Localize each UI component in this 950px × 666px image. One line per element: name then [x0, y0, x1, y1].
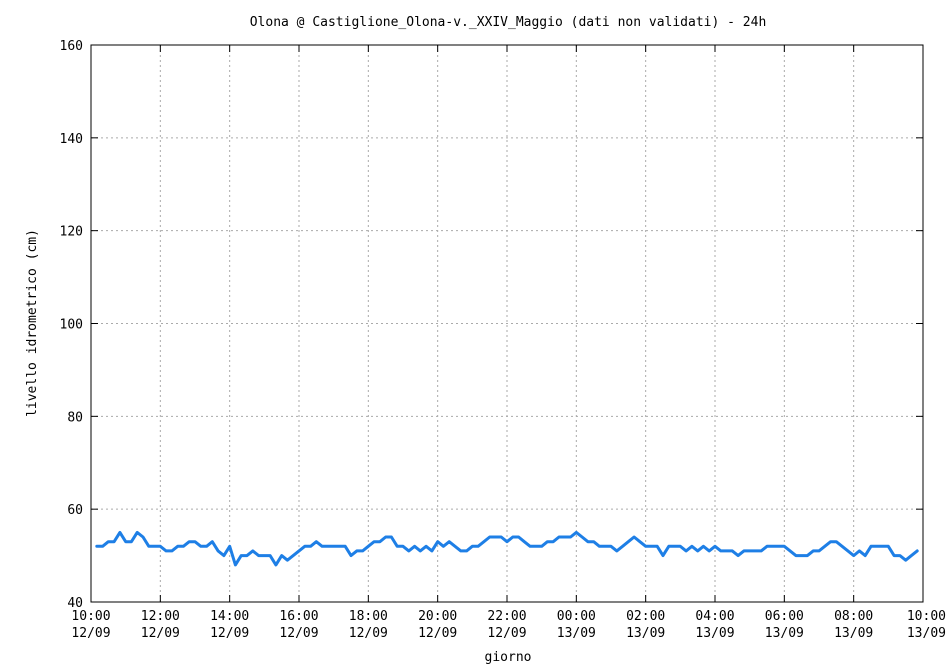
- x-tick-label-date: 12/09: [210, 626, 249, 641]
- x-tick-label-time: 06:00: [765, 609, 804, 624]
- x-tick-label-time: 10:00: [71, 609, 110, 624]
- x-tick-label-time: 14:00: [210, 609, 249, 624]
- x-tick-label-date: 13/09: [557, 626, 596, 641]
- y-tick-label: 120: [60, 225, 83, 240]
- x-tick-label-date: 12/09: [349, 626, 388, 641]
- x-tick-label-time: 22:00: [487, 609, 526, 624]
- x-tick-label-date: 13/09: [834, 626, 873, 641]
- x-tick-label-date: 13/09: [695, 626, 734, 641]
- x-tick-label-time: 04:00: [695, 609, 734, 624]
- series-line: [95, 530, 919, 567]
- chart-title: Olona @ Castiglione_Olona-v._XXIV_Maggio…: [250, 15, 767, 30]
- x-tick-labels: 10:00 12/09 12:00 12/09 14:00 12/09 16:00 12/09…: [71, 609, 946, 641]
- x-axis-label: giorno: [485, 650, 532, 665]
- x-tick-label-date: 13/09: [907, 626, 946, 641]
- x-tick-label-time: 10:00: [907, 609, 946, 624]
- x-tick-label-date: 13/09: [765, 626, 804, 641]
- x-tick-label-time: 00:00: [557, 609, 596, 624]
- x-tick-label-time: 02:00: [626, 609, 665, 624]
- x-tick-label-date: 12/09: [279, 626, 318, 641]
- x-tick-label-date: 13/09: [626, 626, 665, 641]
- x-tick-label-time: 20:00: [418, 609, 457, 624]
- x-tick-label-date: 12/09: [418, 626, 457, 641]
- y-tick-label: 140: [60, 132, 83, 147]
- x-tick-label-date: 12/09: [141, 626, 180, 641]
- y-tick-labels: 40 60 80 100 120 140 160: [60, 39, 83, 611]
- grid: [91, 45, 923, 602]
- x-tick-label-time: 18:00: [349, 609, 388, 624]
- x-tick-label-time: 08:00: [834, 609, 873, 624]
- y-tick-label: 80: [67, 410, 83, 425]
- y-tick-label: 160: [60, 39, 83, 54]
- x-tick-label-date: 12/09: [487, 626, 526, 641]
- x-tick-label-time: 12:00: [141, 609, 180, 624]
- y-tick-label: 60: [67, 503, 83, 518]
- x-tick-label-time: 16:00: [279, 609, 318, 624]
- ticks: [90, 44, 924, 603]
- x-tick-label-date: 12/09: [71, 626, 110, 641]
- y-tick-label: 100: [60, 318, 83, 333]
- y-tick-label: 40: [67, 596, 83, 611]
- y-axis-label: livello idrometrico (cm): [25, 229, 40, 417]
